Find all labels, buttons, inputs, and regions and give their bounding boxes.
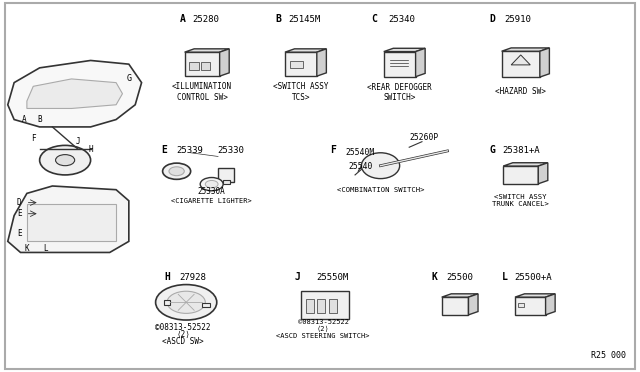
Polygon shape xyxy=(515,297,545,315)
Text: 25330A: 25330A xyxy=(198,187,225,196)
Polygon shape xyxy=(502,48,549,51)
Polygon shape xyxy=(220,49,229,76)
Text: J: J xyxy=(295,272,301,282)
Bar xyxy=(290,61,303,68)
Circle shape xyxy=(40,145,91,175)
Bar xyxy=(164,300,170,305)
Text: H: H xyxy=(164,272,170,282)
Text: F: F xyxy=(31,134,36,142)
Bar xyxy=(301,291,349,319)
Text: <COMBINATION SWITCH>: <COMBINATION SWITCH> xyxy=(337,187,424,193)
Text: 25500+A: 25500+A xyxy=(515,273,552,282)
Text: 25145M: 25145M xyxy=(288,15,320,24)
Polygon shape xyxy=(511,55,531,65)
Text: 25330: 25330 xyxy=(218,146,244,155)
Bar xyxy=(201,62,211,70)
Polygon shape xyxy=(415,48,425,77)
Polygon shape xyxy=(540,48,549,77)
Text: <REAR DEFOGGER
SWITCH>: <REAR DEFOGGER SWITCH> xyxy=(367,83,432,102)
Circle shape xyxy=(156,285,217,320)
Text: <CIGARETTE LIGHTER>: <CIGARETTE LIGHTER> xyxy=(172,198,252,204)
Polygon shape xyxy=(317,49,326,76)
Text: <SWITCH ASSY
TCS>: <SWITCH ASSY TCS> xyxy=(273,82,328,102)
Text: 25260P: 25260P xyxy=(409,133,438,142)
Bar xyxy=(202,303,210,307)
Bar xyxy=(317,299,325,313)
Polygon shape xyxy=(442,294,478,297)
Circle shape xyxy=(56,155,75,166)
Bar xyxy=(518,304,524,307)
Ellipse shape xyxy=(362,153,399,179)
Polygon shape xyxy=(8,186,129,253)
Text: L: L xyxy=(502,272,508,282)
Polygon shape xyxy=(384,52,415,77)
Text: B: B xyxy=(276,14,282,24)
Text: E: E xyxy=(17,230,22,238)
Text: ©08313-52522: ©08313-52522 xyxy=(298,319,349,325)
Polygon shape xyxy=(384,48,425,52)
Polygon shape xyxy=(285,49,326,52)
Text: K: K xyxy=(24,244,29,253)
Text: C: C xyxy=(371,14,377,24)
Text: ©08313-52522: ©08313-52522 xyxy=(156,323,211,332)
Text: E: E xyxy=(17,209,22,218)
Polygon shape xyxy=(503,166,538,184)
Text: G: G xyxy=(126,74,131,83)
Circle shape xyxy=(167,291,205,313)
Text: 25340: 25340 xyxy=(388,15,415,24)
Text: 27928: 27928 xyxy=(179,273,206,282)
Bar xyxy=(329,299,337,313)
Text: D: D xyxy=(17,198,22,207)
Polygon shape xyxy=(468,294,478,315)
Text: 25280: 25280 xyxy=(192,15,219,24)
Text: H: H xyxy=(88,145,93,154)
Text: <ASCD SW>: <ASCD SW> xyxy=(162,337,204,346)
Bar xyxy=(27,205,116,241)
Polygon shape xyxy=(515,294,555,297)
Text: A: A xyxy=(21,115,26,124)
Polygon shape xyxy=(538,163,548,184)
Text: <ILLUMINATION
CONTROL SW>: <ILLUMINATION CONTROL SW> xyxy=(172,82,232,102)
Polygon shape xyxy=(502,51,540,77)
Polygon shape xyxy=(184,49,229,52)
Text: ⟨2⟩: ⟨2⟩ xyxy=(176,330,190,339)
Text: <SWITCH ASSY
TRUNK CANCEL>: <SWITCH ASSY TRUNK CANCEL> xyxy=(492,194,549,207)
Circle shape xyxy=(169,167,184,176)
Bar xyxy=(218,167,234,182)
Polygon shape xyxy=(184,52,220,76)
Text: 25500: 25500 xyxy=(447,273,474,282)
Bar xyxy=(306,299,314,313)
Text: 25540M: 25540M xyxy=(346,148,375,157)
Text: 25550M: 25550M xyxy=(317,273,349,282)
Text: <HAZARD SW>: <HAZARD SW> xyxy=(495,87,546,96)
Text: 25540: 25540 xyxy=(349,163,373,171)
Text: G: G xyxy=(489,145,495,155)
Polygon shape xyxy=(8,61,141,127)
Circle shape xyxy=(200,177,223,191)
Polygon shape xyxy=(442,297,468,315)
Polygon shape xyxy=(27,79,122,109)
Text: 25339: 25339 xyxy=(176,146,203,155)
Text: <ASCD STEERING SWITCH>: <ASCD STEERING SWITCH> xyxy=(276,333,370,339)
Text: K: K xyxy=(432,272,438,282)
Text: D: D xyxy=(489,14,495,24)
Text: 25910: 25910 xyxy=(504,15,531,24)
Text: 25381+A: 25381+A xyxy=(502,146,540,155)
Circle shape xyxy=(205,180,218,188)
Bar xyxy=(223,180,230,184)
Text: E: E xyxy=(161,145,167,155)
Polygon shape xyxy=(503,163,548,166)
Text: ⟨2⟩: ⟨2⟩ xyxy=(317,326,330,332)
Polygon shape xyxy=(545,294,555,315)
Text: R25 000: R25 000 xyxy=(591,350,626,359)
Text: J: J xyxy=(76,137,80,146)
Text: A: A xyxy=(180,14,186,24)
Text: L: L xyxy=(44,244,48,253)
Text: B: B xyxy=(37,115,42,124)
Bar xyxy=(189,62,199,70)
Text: F: F xyxy=(330,145,336,155)
Polygon shape xyxy=(285,52,317,76)
Circle shape xyxy=(163,163,191,179)
